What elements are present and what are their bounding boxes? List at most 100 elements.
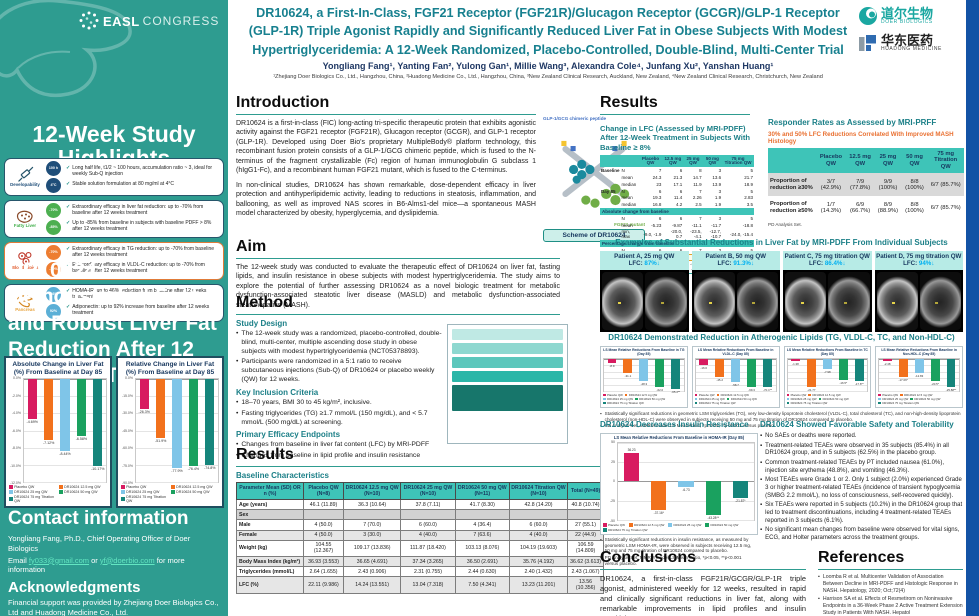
bar-value-label: -48.3: [640, 382, 648, 387]
dose-row: [452, 329, 563, 340]
chart-legend: Placebo QW DR10624 12.5 mg QW DR10624 25 m…: [786, 393, 869, 405]
chart-plot: -1.38 -21.77 -7.98 -16.5* -17.6**: [786, 357, 869, 392]
liver-watermark-graphic: [0, 0, 132, 98]
chart-plot: -16.6 -45.2 -58.7 -69.3 -70.1**: [694, 357, 777, 393]
introduction-heading: Introduction: [236, 94, 536, 115]
stat-badge: -46%: [46, 287, 61, 302]
lipids-title: DR10624 Demonstrated Reduction in Athero…: [608, 333, 955, 342]
aim-text: The 12-week study was conducted to evalu…: [236, 264, 560, 309]
scheme-caption: Scheme of DR10624: [543, 229, 645, 242]
acknowledgments-text: Financial support was provided by Zhejia…: [8, 598, 219, 616]
doer-biologics-logo: 道尔生物 DOER BIOLOGICS: [858, 6, 966, 26]
bar-value-label: -8.9: [609, 363, 615, 368]
legend-item: Placebo QW: [121, 485, 167, 489]
bar-dr10624-12-5-mg-qw: [715, 358, 725, 377]
examples-section: Examples of Substantial Reductions in Li…: [600, 238, 963, 332]
huadong-logo-icon: [859, 35, 876, 51]
responder-title: Responder Rates as Assessed by MRI-PRFF: [768, 118, 937, 127]
mri-image-day85: [828, 271, 870, 330]
legend-item: DR10624 75 mg Titration QW: [9, 495, 55, 503]
right-edge-strip: [966, 0, 979, 616]
bar-placebo-qw: [699, 358, 709, 366]
lfc-value: 87%↓: [644, 260, 660, 268]
bullet-item: ✓ Stable solution formulation at 80 mg/ml…: [66, 181, 174, 187]
card-bullets: ✓ Long half life, t1/2 ~ 100 hours, accum…: [66, 165, 219, 189]
relative-lfc-chart: Relative Change in Liver Fat (%) From Ba…: [116, 356, 224, 508]
axis-tick-label: -45.0%: [121, 428, 133, 433]
sidebar: EASL CONGRESS 12-Week Study Highlights D…: [0, 0, 228, 616]
bullet-item: ▪ No significant mean changes from baseli…: [760, 527, 960, 542]
lipids-notes: ▪ Statistically significant reductions in…: [600, 411, 963, 429]
highlight-card-fatty-liver: Fatty Liver -70% -85% ✓ Extraordinary eff…: [4, 200, 224, 238]
responder-subtitle: 30% and 50% LFC Reductions Correlated Wi…: [768, 131, 954, 145]
scheme-label-fgf21-mutant: FGF21 mutant: [614, 222, 645, 227]
bar-value-label: -6.73: [682, 487, 690, 492]
responder-table: Placebo QW 12.5 mg QW 25 mg QW 50 mg QW 75 m…: [768, 148, 964, 220]
blood-lipids-icon: [17, 252, 31, 266]
bar-value-label: -69.3: [748, 387, 755, 392]
axis-tick-label: -2.0%: [11, 393, 21, 398]
bar-dr10624-75-mg-titration-qw: [93, 379, 103, 467]
axis-tick-label: -10.0%: [9, 463, 21, 468]
email-link-1[interactable]: fy033@gmail.com: [28, 555, 89, 565]
legend-item: DR10624 12.5 mg QW: [628, 523, 664, 527]
patient-label: Patient D, 75 mg titration QW: [876, 253, 962, 260]
highlight-card-blood-lipids: Blood Lipids -70% -70% ✓ Extraordinary ef…: [4, 242, 224, 280]
lfc-value: 94%↓: [918, 260, 935, 268]
axis-tick-label: -50: [609, 519, 615, 523]
legend-item: DR10624 50 mg QW: [726, 397, 757, 401]
data-table: Parameter Mean (SD) OR n (%) Placebo QW (…: [236, 482, 604, 594]
patient-label: Patient C, 75 mg titration QW: [784, 253, 870, 260]
stat-badge: 92%: [46, 304, 61, 319]
table-row: Day 85 N 6 6 7 3 5: [601, 188, 753, 194]
bar-value-label: -74.8%: [204, 465, 216, 470]
bar-dr10624-25-mg-qw: [172, 379, 182, 469]
results-right-heading: Results: [600, 94, 750, 115]
axis-tick-label: 25: [611, 459, 615, 464]
legend-item: DR10624 25 mg QW: [603, 397, 633, 401]
mri-image-day85: [919, 271, 961, 330]
stat-badge: -85%: [46, 220, 61, 235]
lfc-label: LFC:: [903, 260, 918, 268]
bar-dr10624-50-mg-qw: [930, 358, 940, 381]
bar-dr10624-50-mg-qw: [747, 358, 757, 387]
poster-title: DR10624, a First-In-Class, FGF21 Recepto…: [248, 6, 848, 57]
bar-value-label: -6.58%: [75, 436, 88, 441]
legend-item: Placebo QW: [786, 393, 806, 397]
bar-value-label: -16.5*: [839, 381, 848, 386]
bar-dr10624-50-mg-qw: [838, 358, 848, 381]
column-header: [600, 155, 621, 168]
table-row: min, max -9.0, -1.9 -20.0, 0.7 -23.5, -4.1-…: [621, 229, 753, 240]
legend-item: DR10624 25 mg QW: [786, 397, 817, 401]
bar-placebo-qw: [607, 358, 617, 363]
bar-value-label: -70.1**: [763, 388, 772, 393]
dose-row: [452, 343, 563, 354]
legend-item: DR10624 12.5 mg QW: [716, 393, 749, 397]
axis-tick-label: 0.0%: [125, 376, 133, 381]
lfc-value: 91.3%↓: [733, 260, 754, 268]
table-row: Sex: [236, 509, 604, 521]
table-row: Baseline N 7 6 8 3 5: [601, 168, 753, 174]
bullet-item: ▪ Common treatment-related TEAEs by PT in…: [760, 460, 945, 474]
introduction-paragraph-1: DR10624 is a first-in-class (FIC) long-a…: [236, 120, 536, 175]
contact-title: Contact information: [8, 508, 189, 529]
chart-plot: 36.23 -37.16* -6.73 -43.28** -21.87*: [617, 441, 755, 521]
legend-item: DR10624 75 mg Titration QW: [121, 495, 167, 503]
bar-dr10624-50-mg-qw: [655, 358, 665, 388]
bar-value-label: -37.16*: [653, 511, 664, 516]
bar-value-label: -77.9%: [171, 469, 183, 474]
bar-dr10624-50-mg-qw: [76, 379, 86, 436]
card-label: Blood Lipids: [11, 265, 39, 271]
bullet-item: ✓ Extraordinary efficacy in liver fat red…: [66, 204, 204, 216]
bar-value-label: -21.87*: [735, 499, 746, 504]
column-header: DR10624 12.5 mg QW (N=10): [342, 482, 402, 500]
table-header-row: Placebo QW 12.5 mg QW 25 mg QW 50 mg QW 75 m…: [768, 148, 964, 174]
column-header: 12.5 mg QW: [662, 155, 684, 168]
bar-dr10624-12-5-mg-qw: [156, 379, 166, 439]
patient-panel-d: Patient D, 75 mg titration QW LFC: 94%↓: [874, 251, 963, 332]
table-row: Triglycerides (mmol/L) 2.64 (1.655) 2.43 (…: [236, 566, 604, 578]
mri-image-day85: [645, 271, 687, 330]
email-link-2[interactable]: yf@doerbio.com: [99, 555, 155, 565]
legend-item: DR10624 50 mg QW: [705, 523, 738, 527]
bar-dr10624-12-5-mg-qw: [651, 481, 667, 511]
